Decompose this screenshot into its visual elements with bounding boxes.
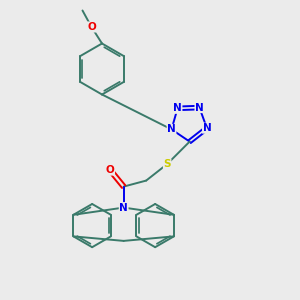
- Text: N: N: [167, 124, 176, 134]
- Text: S: S: [164, 159, 171, 169]
- Text: N: N: [119, 202, 128, 213]
- Text: O: O: [87, 22, 96, 32]
- Text: N: N: [195, 103, 204, 112]
- Text: N: N: [202, 123, 211, 133]
- Text: N: N: [173, 103, 182, 113]
- Text: O: O: [106, 165, 115, 175]
